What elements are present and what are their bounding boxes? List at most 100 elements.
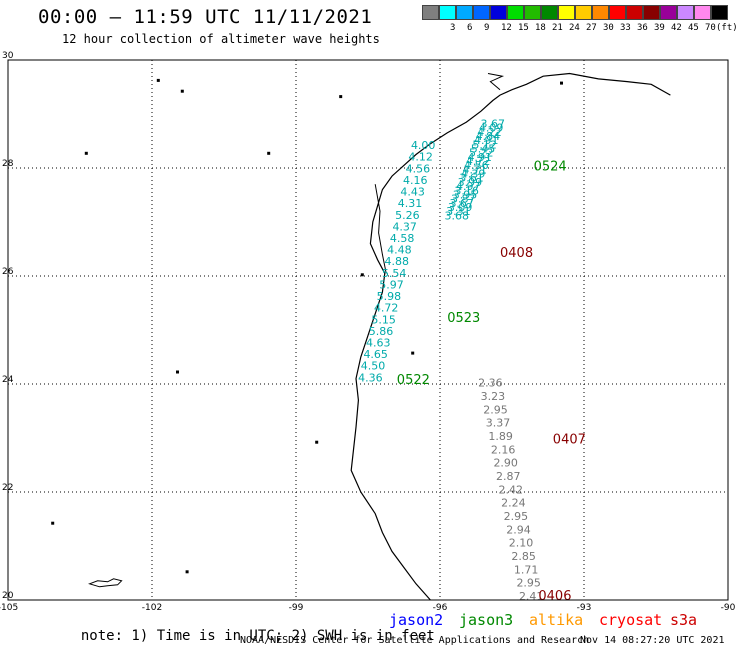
wave-height-value: 5.12 [472, 138, 497, 151]
wave-height-value: 2.42 [499, 483, 524, 496]
footer: note: 1) Time is in UTC; 2) SWH is in fe… [64, 611, 697, 644]
wave-height-value: 3.67 [481, 118, 506, 131]
legend-swatch [507, 5, 524, 20]
legend-label: 6 [467, 23, 473, 33]
legend-swatch [626, 5, 643, 20]
land-speck [84, 151, 88, 155]
legend-swatch [660, 5, 677, 20]
lon-tick-label: -96 [433, 603, 448, 613]
satellite-legend-cryosat: cryosat [599, 611, 663, 629]
wave-height-value: 3.67 [449, 197, 474, 210]
wave-height-value: 2.16 [491, 443, 516, 456]
wave-height-value: 3.68 [445, 209, 470, 222]
wave-height-value: 1.89 [488, 430, 513, 443]
wave-height-value: 4.72 [374, 302, 399, 315]
wave-height-value: 5.22 [469, 147, 494, 160]
legend-swatch [524, 5, 541, 20]
wave-height-value: 5.15 [371, 313, 396, 326]
land-speck [185, 570, 189, 574]
wave-height-value: 4.22 [477, 126, 502, 139]
lon-tick-label: -102 [142, 603, 162, 613]
wave-height-value: 4.56 [464, 159, 489, 172]
wave-height-value: 2.36 [478, 377, 503, 390]
lon-tick-label: -90 [721, 603, 736, 613]
lon-tick-label: -93 [577, 603, 592, 613]
wave-height-value: 2.10 [509, 537, 534, 550]
wave-height-value: 1.71 [514, 563, 539, 576]
wave-height-value: 5.45 [471, 143, 496, 156]
legend-label: 39 [654, 23, 665, 33]
legend-label: 9 [484, 23, 490, 33]
pass-id-label: 0406 [538, 589, 571, 604]
satellite-legend-altika: altika [529, 611, 584, 629]
wave-height-value: 4.16 [403, 174, 428, 187]
legend-swatch [643, 5, 660, 20]
footer-note: note: 1) Time is in UTC; 2) SWH is in fe… [80, 628, 435, 644]
wave-height-value: 4.00 [411, 139, 436, 152]
satellite-legend-s3a: s3a [670, 611, 698, 629]
legend-swatch [490, 5, 507, 20]
legend-label: 36 [637, 23, 648, 33]
wave-height-value: 2.94 [506, 523, 531, 536]
wave-height-value: 3.87 [451, 193, 476, 206]
wave-height-value: 3.23 [481, 390, 506, 403]
wave-height-value: 4.91 [474, 134, 499, 147]
map-title: 00:00 – 11:59 UTC 11/11/2021 [38, 6, 373, 28]
wave-height-value: 2.90 [493, 457, 518, 470]
wave-height-value: 4.84 [476, 130, 501, 143]
legend-label: 30 [603, 23, 614, 33]
map-subtitle: 12 hour collection of altimeter wave hei… [62, 32, 380, 46]
land-speck [560, 81, 563, 85]
lon-tick-label: -99 [289, 603, 304, 613]
wave-height-value: 4.37 [392, 220, 417, 233]
lat-lon-grid [8, 60, 728, 600]
legend-label: 18 [535, 23, 546, 33]
wave-height-value: 4.56 [406, 162, 431, 175]
barrier-island [374, 184, 387, 274]
wave-height-value: 2.95 [483, 403, 508, 416]
wave-height-value: 3.99 [458, 176, 483, 189]
wave-height-value: 5.98 [377, 290, 402, 303]
wave-height-value: 3.31 [446, 205, 471, 218]
legend-swatch [473, 5, 490, 20]
land-speck [180, 89, 184, 93]
pass-id-label: 0407 [553, 432, 586, 447]
legend-label: 70 [705, 23, 716, 33]
wave-height-value: 3.09 [448, 201, 473, 214]
lake-outline [88, 578, 123, 588]
wave-height-value: 4.09 [479, 122, 504, 135]
legend-label: 3 [450, 23, 456, 33]
wave-height-value: 2.87 [496, 470, 521, 483]
wave-height-value: 2.95 [504, 510, 529, 523]
wave-height-value: 4.39 [461, 168, 486, 181]
wave-height-value: 5.54 [382, 267, 407, 280]
wave-height-value: 4.50 [361, 360, 386, 373]
pass-id-label: 0523 [447, 311, 480, 326]
pass-id-label: 0522 [397, 373, 430, 388]
legend-swatch [694, 5, 711, 20]
wave-height-value: 4.72 [466, 155, 491, 168]
legend-swatch [609, 5, 626, 20]
legend-swatch [422, 5, 439, 20]
pass-id-label: 0524 [534, 160, 567, 175]
wave-height-value: 2.95 [516, 577, 541, 590]
satellite-legend-jason3: jason3 [459, 611, 514, 629]
pass-labels: 0524 0408 0523 0522 0407 0406 [397, 160, 586, 604]
land-speck [360, 273, 364, 277]
wave-height-value: 5.97 [379, 278, 404, 291]
land-speck [411, 351, 415, 355]
coastline-main [350, 72, 671, 601]
wave-height-value: 3.61 [459, 172, 484, 185]
wave-height-value: 3.16 [454, 184, 479, 197]
land-speck [51, 521, 55, 525]
pass-id-label: 0408 [500, 246, 533, 261]
legend-swatch [558, 5, 575, 20]
wave-height-value: 4.65 [363, 348, 388, 361]
lon-tick-label: -105 [0, 603, 18, 613]
legend-label: 12 [501, 23, 512, 33]
legend-label: 33 [620, 23, 631, 33]
legend-label: 24 [569, 23, 580, 33]
wave-height-value: 2.24 [501, 497, 526, 510]
wave-height-value: 5.26 [395, 209, 420, 222]
